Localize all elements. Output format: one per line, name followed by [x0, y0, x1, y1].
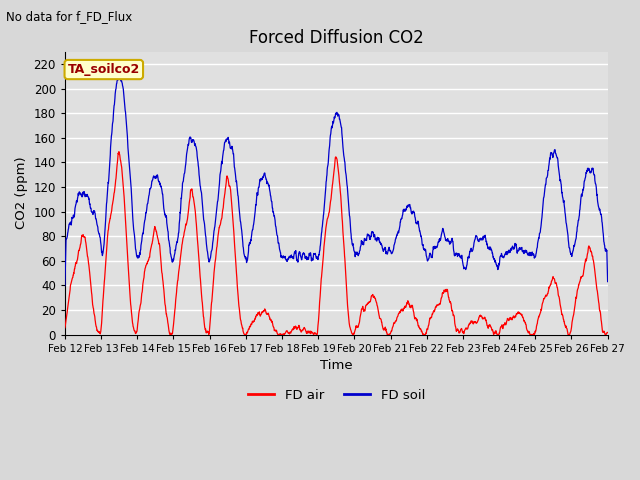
X-axis label: Time: Time: [320, 359, 353, 372]
Title: Forced Diffusion CO2: Forced Diffusion CO2: [249, 29, 424, 48]
Y-axis label: CO2 (ppm): CO2 (ppm): [15, 157, 28, 229]
Text: No data for f_FD_Flux: No data for f_FD_Flux: [6, 10, 132, 23]
Text: TA_soilco2: TA_soilco2: [68, 63, 140, 76]
Legend: FD air, FD soil: FD air, FD soil: [243, 384, 430, 407]
